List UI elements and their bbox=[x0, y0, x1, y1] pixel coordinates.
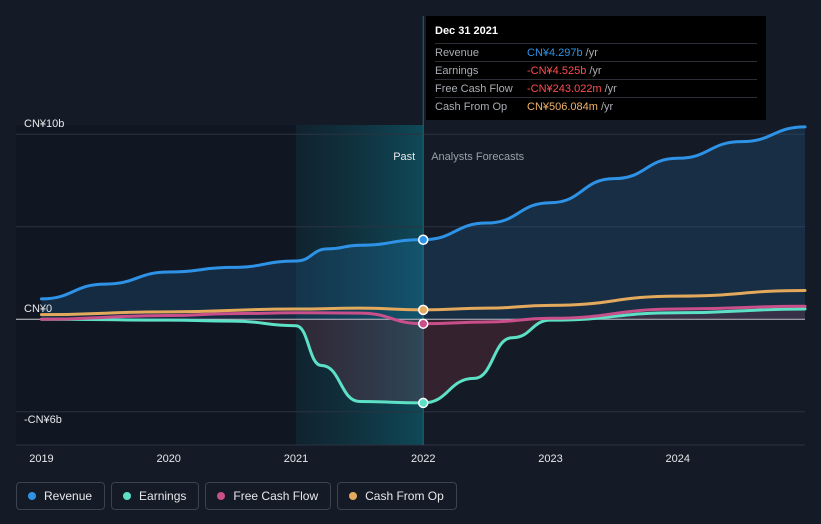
legend-label: Cash From Op bbox=[365, 489, 444, 503]
tooltip-value: -CN¥4.525b bbox=[527, 64, 587, 77]
tooltip-row-cash-from-op: Cash From Op CN¥506.084m /yr bbox=[435, 97, 757, 115]
legend: Revenue Earnings Free Cash Flow Cash Fro… bbox=[16, 482, 457, 512]
x-tick-label: 2023 bbox=[538, 453, 562, 465]
tooltip-value: -CN¥243.022m bbox=[527, 82, 602, 95]
forecast-label: Analysts Forecasts bbox=[431, 151, 524, 163]
line-free-cash-flow bbox=[39, 304, 807, 326]
legend-dot-icon bbox=[123, 492, 132, 500]
point-cash-from-op bbox=[417, 304, 429, 316]
tooltip-row-revenue: Revenue CN¥4.297b /yr bbox=[435, 43, 757, 61]
legend-label: Free Cash Flow bbox=[233, 489, 319, 503]
area-earnings bbox=[41, 309, 806, 403]
legend-label: Revenue bbox=[44, 489, 93, 503]
y-axis-label: CN¥10b bbox=[24, 118, 64, 130]
tooltip-unit: /yr bbox=[600, 100, 614, 113]
tooltip-label: Cash From Op bbox=[435, 100, 508, 113]
area-revenue bbox=[41, 126, 806, 320]
legend-dot-icon bbox=[28, 492, 36, 500]
legend-dot-icon bbox=[349, 492, 358, 500]
point-free-cash-flow bbox=[417, 318, 429, 329]
x-tick-label: 2019 bbox=[29, 453, 53, 465]
x-tick-label: 2021 bbox=[284, 453, 308, 465]
point-earnings bbox=[417, 397, 429, 409]
line-earnings bbox=[39, 307, 807, 405]
line-revenue bbox=[39, 125, 807, 301]
tooltip: Dec 31 2021 Revenue CN¥4.297b /yr Earnin… bbox=[426, 16, 766, 120]
point-revenue bbox=[417, 234, 429, 245]
legend-item-free-cash-flow[interactable]: Free Cash Flow bbox=[205, 482, 332, 510]
tooltip-unit: /yr bbox=[585, 46, 598, 59]
past-label: Past bbox=[393, 151, 415, 163]
y-axis-label: CN¥0 bbox=[24, 303, 52, 315]
x-tick-label: 2022 bbox=[411, 453, 435, 465]
legend-dot-icon bbox=[217, 492, 226, 500]
tooltip-label: Revenue bbox=[435, 46, 480, 59]
x-tick-label: 2024 bbox=[665, 453, 689, 465]
tooltip-row-free-cash-flow: Free Cash Flow -CN¥243.022m /yr bbox=[435, 79, 757, 97]
tooltip-label: Free Cash Flow bbox=[435, 82, 513, 95]
legend-item-revenue[interactable]: Revenue bbox=[16, 482, 106, 510]
tooltip-label: Earnings bbox=[435, 64, 479, 77]
legend-label: Earnings bbox=[139, 489, 187, 503]
x-tick-label: 2020 bbox=[156, 453, 180, 465]
highlight-region bbox=[295, 125, 424, 445]
y-axis-label: -CN¥6b bbox=[24, 414, 62, 426]
tooltip-unit: /yr bbox=[604, 82, 617, 95]
legend-item-cash-from-op[interactable]: Cash From Op bbox=[337, 482, 457, 510]
legend-item-earnings[interactable]: Earnings bbox=[111, 482, 200, 510]
chart-canvas: CN¥10b CN¥0 -CN¥6b 2019 2020 2021 2022 2023 2024… bbox=[16, 16, 807, 465]
tooltip-unit: /yr bbox=[589, 64, 602, 77]
tooltip-date: Dec 31 2021 bbox=[435, 25, 498, 37]
tooltip-row-earnings: Earnings -CN¥4.525b /yr bbox=[435, 61, 757, 79]
tooltip-value: CN¥506.084m bbox=[527, 100, 598, 113]
tooltip-value: CN¥4.297b bbox=[527, 46, 583, 59]
